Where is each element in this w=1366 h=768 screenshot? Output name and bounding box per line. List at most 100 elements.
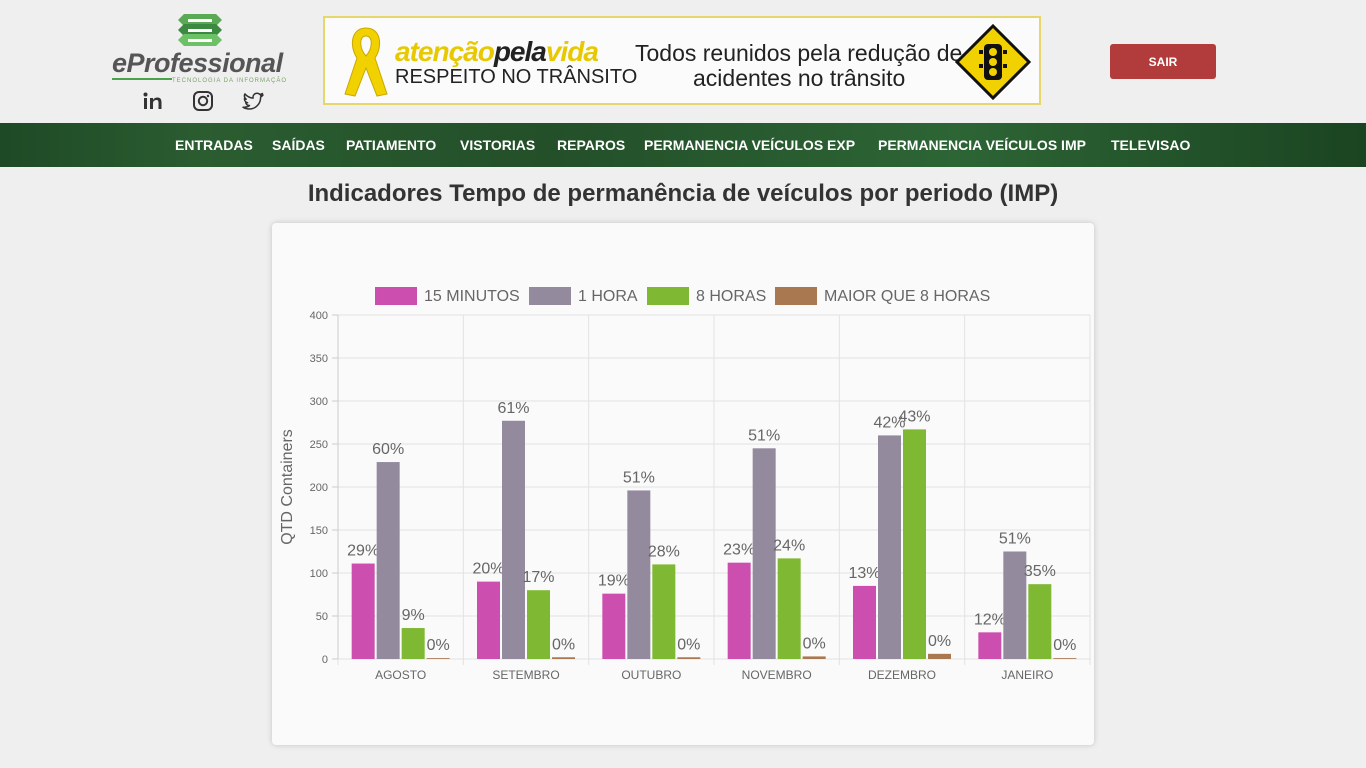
bar-0-0 [351,563,375,659]
bar-2-1 [527,590,550,659]
data-label-1-0: 60% [372,441,404,458]
banner-part2: pela [493,36,547,67]
bar-2-2 [652,564,676,659]
bar-0-1 [477,581,500,659]
logout-button[interactable]: SAIR [1110,44,1216,79]
nav-item-patiamento[interactable]: PATIAMENTO [346,137,437,153]
data-label-2-3: 24% [773,537,805,554]
legend-swatch-0 [375,287,417,305]
bar-2-3 [777,558,801,659]
data-label-0-4: 13% [848,565,880,582]
bar-1-3 [752,448,776,659]
bar-1-4 [878,435,901,659]
page-title: Indicadores Tempo de permanência de veíc… [307,180,1059,207]
traffic-light-icon [955,24,1031,100]
x-tick-label: NOVEMBRO [742,668,812,682]
x-tick-label: SETEMBRO [492,668,559,682]
bar-3-5 [1053,658,1077,659]
data-label-1-1: 61% [497,400,529,417]
x-tick-label: JANEIRO [1001,668,1053,682]
bar-0-2 [602,593,626,659]
banner-ad[interactable]: atençãopelavida RESPEITO NO TRÂNSITO Tod… [323,16,1041,105]
data-label-3-1: 0% [552,636,575,653]
bar-3-2 [677,657,701,659]
y-tick-label: 50 [316,611,328,623]
y-tick-label: 200 [310,482,328,494]
legend-label-3: MAIOR QUE 8 HORAS [824,288,990,305]
nav-item-saidas[interactable]: SAÍDAS [272,137,325,153]
x-tick-label: OUTUBRO [621,668,681,682]
linkedin-icon[interactable] [142,90,164,112]
twitter-icon[interactable] [242,90,264,112]
y-tick-label: 400 [310,310,328,322]
data-label-2-2: 28% [648,543,680,560]
y-axis-title: QTD Containers [279,429,296,545]
bar-0-5 [978,632,1002,659]
chart-card: 15 MINUTOS 1 HORA 8 HORAS MAIOR QUE 8 HORAS… [272,223,1094,745]
y-tick-label: 350 [310,353,328,365]
data-label-1-4: 42% [873,414,905,431]
banner-subtitle: RESPEITO NO TRÂNSITO [395,66,638,88]
bar-3-4 [928,653,951,659]
bar-2-5 [1028,584,1052,659]
data-label-1-2: 51% [623,469,655,486]
y-tick-label: 150 [310,525,328,537]
logo-mark-icon [178,14,222,46]
legend-label-0: 15 MINUTOS [424,288,520,305]
bar-chart: 15 MINUTOS 1 HORA 8 HORAS MAIOR QUE 8 HORAS… [279,287,1091,682]
logo-subtitle: TECNOLOGIA DA INFORMAÇÃO [172,78,288,84]
bar-3-0 [426,658,450,659]
bar-1-0 [376,462,400,659]
logo-underline [112,78,172,80]
nav-item-televisao[interactable]: TELEVISAO [1111,137,1191,153]
bar-1-2 [627,490,651,659]
bar-1-5 [1003,551,1027,659]
nav-item-permanencia-imp[interactable]: PERMANENCIA VEÍCULOS IMP [878,137,1086,153]
bar-3-1 [552,657,575,659]
banner-slogan: atençãopelavida [395,36,599,68]
banner-part3: vida [545,36,599,67]
logo[interactable]: eProfessional TECNOLOGIA DA INFORMAÇÃO [112,12,292,112]
nav-item-reparos[interactable]: REPAROS [557,137,626,153]
nav-item-vistorias[interactable]: VISTORIAS [460,137,536,153]
bar-1-1 [502,420,525,659]
data-label-0-0: 29% [347,543,379,560]
bar-3-3 [802,656,826,659]
data-label-1-5: 51% [999,531,1031,548]
data-label-0-2: 19% [598,573,630,590]
legend-label-1: 1 HORA [578,288,638,305]
data-label-3-2: 0% [677,636,700,653]
data-label-3-5: 0% [1053,637,1076,654]
data-label-1-3: 51% [748,427,780,444]
banner-message-line1: Todos reunidos pela redução de [635,40,963,66]
legend-swatch-1 [529,287,571,305]
data-label-3-3: 0% [803,635,826,652]
logo-text: eProfessional [112,48,283,78]
legend-label-2: 8 HORAS [696,288,766,305]
data-label-2-4: 43% [898,408,930,425]
banner-part1: atenção [395,36,495,67]
instagram-icon[interactable] [192,90,214,112]
nav-item-permanencia-exp[interactable]: PERMANENCIA VEÍCULOS EXP [644,137,856,153]
nav-item-entradas[interactable]: ENTRADAS [175,137,253,153]
main-nav: ENTRADAS SAÍDAS PATIAMENTO VISTORIAS REP… [0,123,1366,167]
data-label-2-1: 17% [522,569,554,586]
data-label-0-1: 20% [472,561,504,578]
ribbon-icon [344,27,388,97]
legend-swatch-3 [775,287,817,305]
x-tick-label: DEZEMBRO [868,668,936,682]
data-label-2-0: 9% [402,607,425,624]
header: eProfessional TECNOLOGIA DA INFORMAÇÃO a… [0,0,1366,123]
data-label-0-5: 12% [974,611,1006,628]
legend-swatch-2 [647,287,689,305]
bar-2-4 [903,429,926,659]
banner-message-line2: acidentes no trânsito [693,65,906,91]
bar-2-0 [401,628,425,659]
y-tick-label: 250 [310,439,328,451]
y-tick-label: 100 [310,568,328,580]
data-label-3-0: 0% [427,637,450,654]
y-tick-label: 0 [322,654,328,666]
x-tick-label: AGOSTO [375,668,426,682]
bar-0-4 [853,585,876,659]
data-label-2-5: 35% [1024,563,1056,580]
